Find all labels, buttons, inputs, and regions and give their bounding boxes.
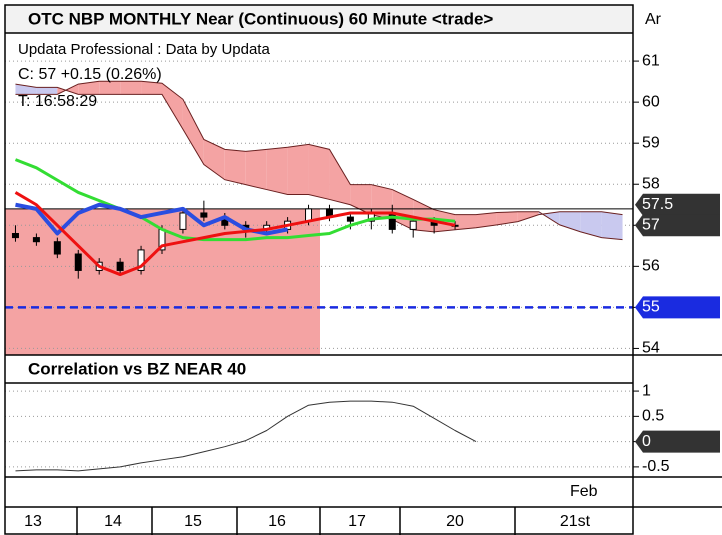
series-line xyxy=(14,158,456,242)
cloud-segment xyxy=(141,81,162,95)
candle-body xyxy=(179,212,187,230)
y-tick-label: 54 xyxy=(642,340,660,357)
candle-body xyxy=(116,261,124,271)
y-tick-label: 58 xyxy=(642,175,660,192)
cloud-segment xyxy=(476,212,497,228)
candle-body xyxy=(11,232,19,239)
price-tag-label: 57 xyxy=(642,217,660,234)
candle-body xyxy=(409,220,417,230)
day-label: 14 xyxy=(104,513,122,530)
price-tag xyxy=(635,296,720,319)
series-line xyxy=(15,400,477,472)
price-tag-label: 55 xyxy=(642,299,660,316)
sub-plot xyxy=(5,390,633,472)
cloud-segment xyxy=(78,81,100,95)
candle-body xyxy=(137,249,145,271)
cloud-segment xyxy=(99,81,121,95)
price-tag xyxy=(635,193,720,216)
cloud-segment xyxy=(455,214,476,230)
cloud-segment xyxy=(36,87,58,95)
day-label: 20 xyxy=(446,513,464,530)
price-tag xyxy=(635,214,720,237)
y-tick-label: 0.5 xyxy=(642,408,664,425)
cloud-segment xyxy=(245,149,267,190)
candle-body xyxy=(388,212,396,230)
price-tag-label: 0 xyxy=(642,433,651,450)
title-bar xyxy=(5,5,633,33)
y-tick-label: 1 xyxy=(642,382,651,399)
cloud-segment xyxy=(120,81,142,95)
cloud-edge xyxy=(15,80,623,241)
chart-title: OTC NBP MONTHLY Near (Continuous) 60 Min… xyxy=(28,9,493,28)
sub-title: Correlation vs BZ NEAR 40 xyxy=(28,359,246,378)
cloud-segment xyxy=(308,144,330,200)
day-label: 21st xyxy=(560,513,591,530)
cloud-segment xyxy=(162,83,183,130)
candle-body xyxy=(74,253,82,271)
day-label: 16 xyxy=(268,513,286,530)
day-label: 15 xyxy=(184,513,202,530)
frame xyxy=(4,4,722,535)
price-tag xyxy=(635,430,720,453)
cloud-segment xyxy=(329,149,351,205)
y-tick-label: 56 xyxy=(642,258,660,275)
price-tag-label: 57.5 xyxy=(642,196,673,213)
day-label: 17 xyxy=(348,513,366,530)
y-tick-label: 60 xyxy=(642,93,660,110)
main-plot xyxy=(5,60,633,349)
cloud-segment xyxy=(224,149,246,185)
info-line: C: 57 +0.15 (0.26%) xyxy=(18,66,162,83)
month-label: Feb xyxy=(570,483,598,500)
cloud-segment xyxy=(266,147,288,195)
candle-body xyxy=(53,241,61,255)
candle-body xyxy=(200,212,208,218)
series-line xyxy=(14,191,456,277)
cloud-segment xyxy=(517,211,539,222)
info-line: T: 16:58:29 xyxy=(18,93,97,110)
y-tick-label: -0.5 xyxy=(642,458,670,475)
cloud-segment xyxy=(182,99,204,165)
cloud-segment xyxy=(496,211,518,225)
cloud-segment xyxy=(580,211,602,238)
cloud-segment xyxy=(287,144,309,195)
cloud-segment xyxy=(371,184,393,220)
y-tick-label: 59 xyxy=(642,134,660,151)
info-line: Updata Professional : Data by Updata xyxy=(18,41,270,58)
cloud-segment xyxy=(601,211,623,240)
candle-body xyxy=(32,237,40,243)
cloud-segment xyxy=(203,139,225,180)
candle-body xyxy=(346,216,354,222)
cloud-edge xyxy=(15,83,623,233)
day-label: 13 xyxy=(24,513,42,530)
cloud-segment xyxy=(559,211,581,232)
corner-label: Ar xyxy=(645,11,662,28)
y-tick-label: 61 xyxy=(642,52,660,69)
